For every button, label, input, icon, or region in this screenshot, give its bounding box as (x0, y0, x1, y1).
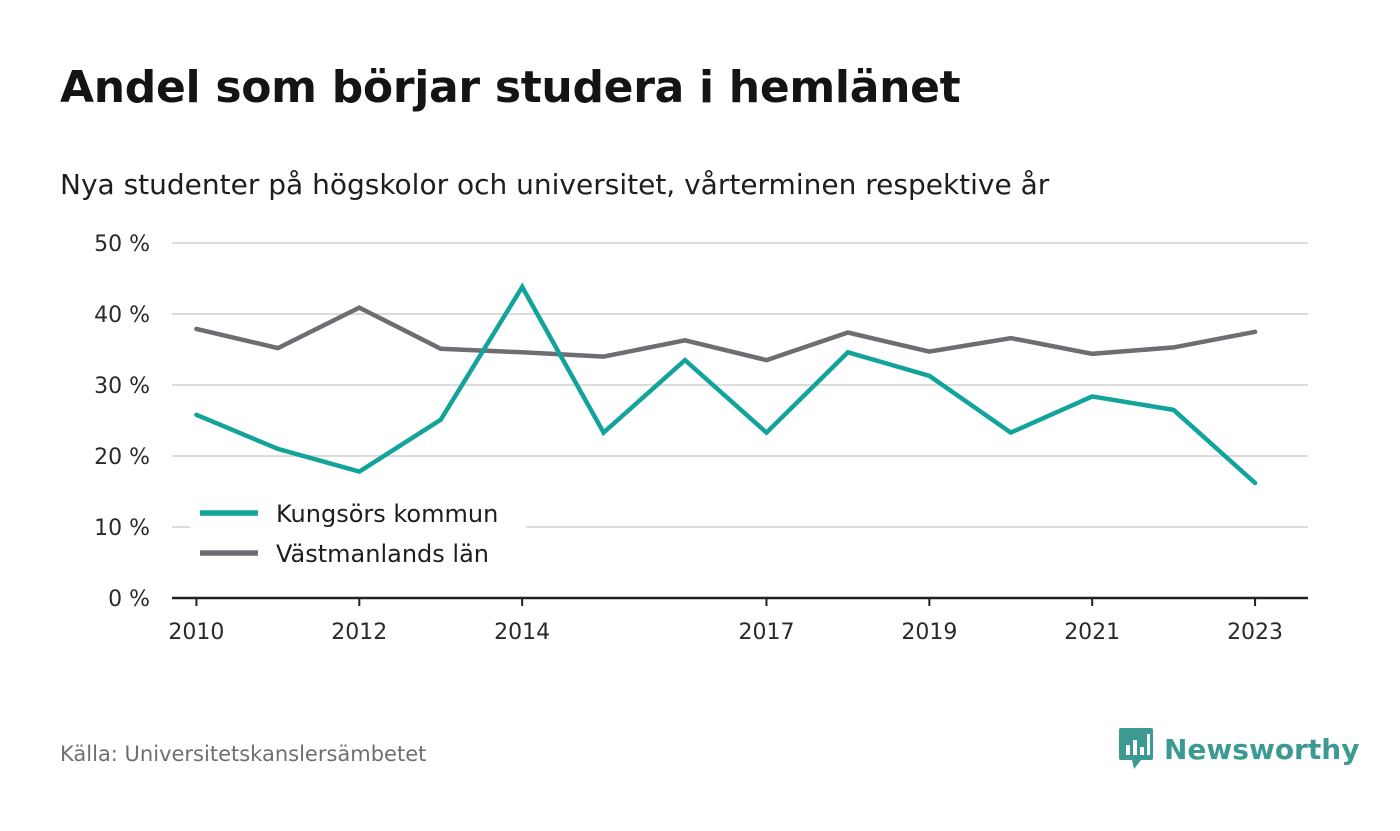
x-tick-label-2014: 2014 (494, 620, 550, 645)
gridlines (172, 242, 1308, 528)
y-tick-label-40: 40 % (94, 303, 150, 328)
axes: 0 % 10 % 20 % 30 % 40 % 50 % 2010 2012 2014 2017 2… (94, 232, 1308, 645)
source-note: Källa: Universitetskanslersämbetet (60, 742, 427, 766)
x-tick-label-2023: 2023 (1227, 620, 1283, 645)
y-tick-label-10: 10 % (94, 516, 150, 541)
legend: Kungsörs kommun Västmanlands län (190, 492, 526, 578)
bar-chart-speech-bubble-icon (1119, 728, 1153, 769)
x-tick-label-2017: 2017 (738, 620, 794, 645)
y-tick-label-0: 0 % (108, 587, 150, 612)
legend-label-vastmanlands-lan: Västmanlands län (276, 540, 489, 568)
series-line-vastmanlands-lan (194, 305, 1258, 363)
page-title: Andel som börjar studera i hemlänet (60, 62, 961, 113)
y-tick-label-50: 50 % (94, 232, 150, 257)
x-tick-label-2010: 2010 (168, 620, 224, 645)
x-tick-label-2019: 2019 (901, 620, 957, 645)
page-subtitle: Nya studenter på högskolor och universit… (60, 168, 1050, 201)
series (194, 282, 1258, 486)
x-tick-label-2012: 2012 (331, 620, 387, 645)
brand-logo: Newsworthy (1118, 726, 1359, 772)
series-line-kungsors-kommun (194, 282, 1258, 486)
legend-label-kungsors-kommun: Kungsörs kommun (276, 500, 498, 528)
line-chart: 0 % 10 % 20 % 30 % 40 % 50 % 2010 2012 2014 2017 2… (94, 232, 1308, 645)
legend-background (190, 492, 526, 578)
y-tick-label-30: 30 % (94, 374, 150, 399)
y-tick-label-20: 20 % (94, 445, 150, 470)
x-tick-label-2021: 2021 (1064, 620, 1120, 645)
brand-name: Newsworthy (1164, 732, 1360, 766)
